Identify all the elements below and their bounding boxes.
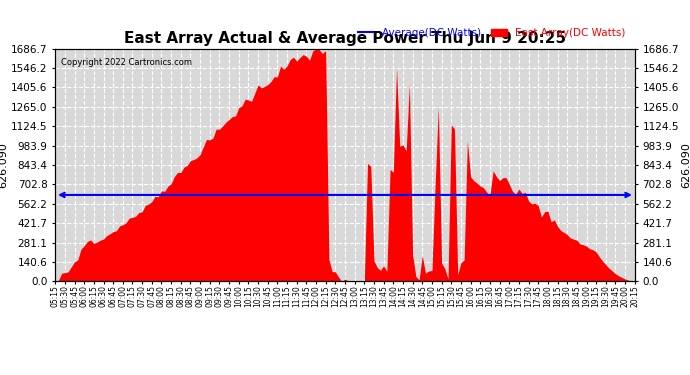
Title: East Array Actual & Average Power Thu Jun 9 20:25: East Array Actual & Average Power Thu Ju… bbox=[124, 31, 566, 46]
Text: Copyright 2022 Cartronics.com: Copyright 2022 Cartronics.com bbox=[61, 58, 192, 67]
Y-axis label: 626.090: 626.090 bbox=[0, 142, 8, 188]
Legend: Average(DC Watts), East Array(DC Watts): Average(DC Watts), East Array(DC Watts) bbox=[353, 24, 629, 42]
Y-axis label: 626.090: 626.090 bbox=[682, 142, 690, 188]
